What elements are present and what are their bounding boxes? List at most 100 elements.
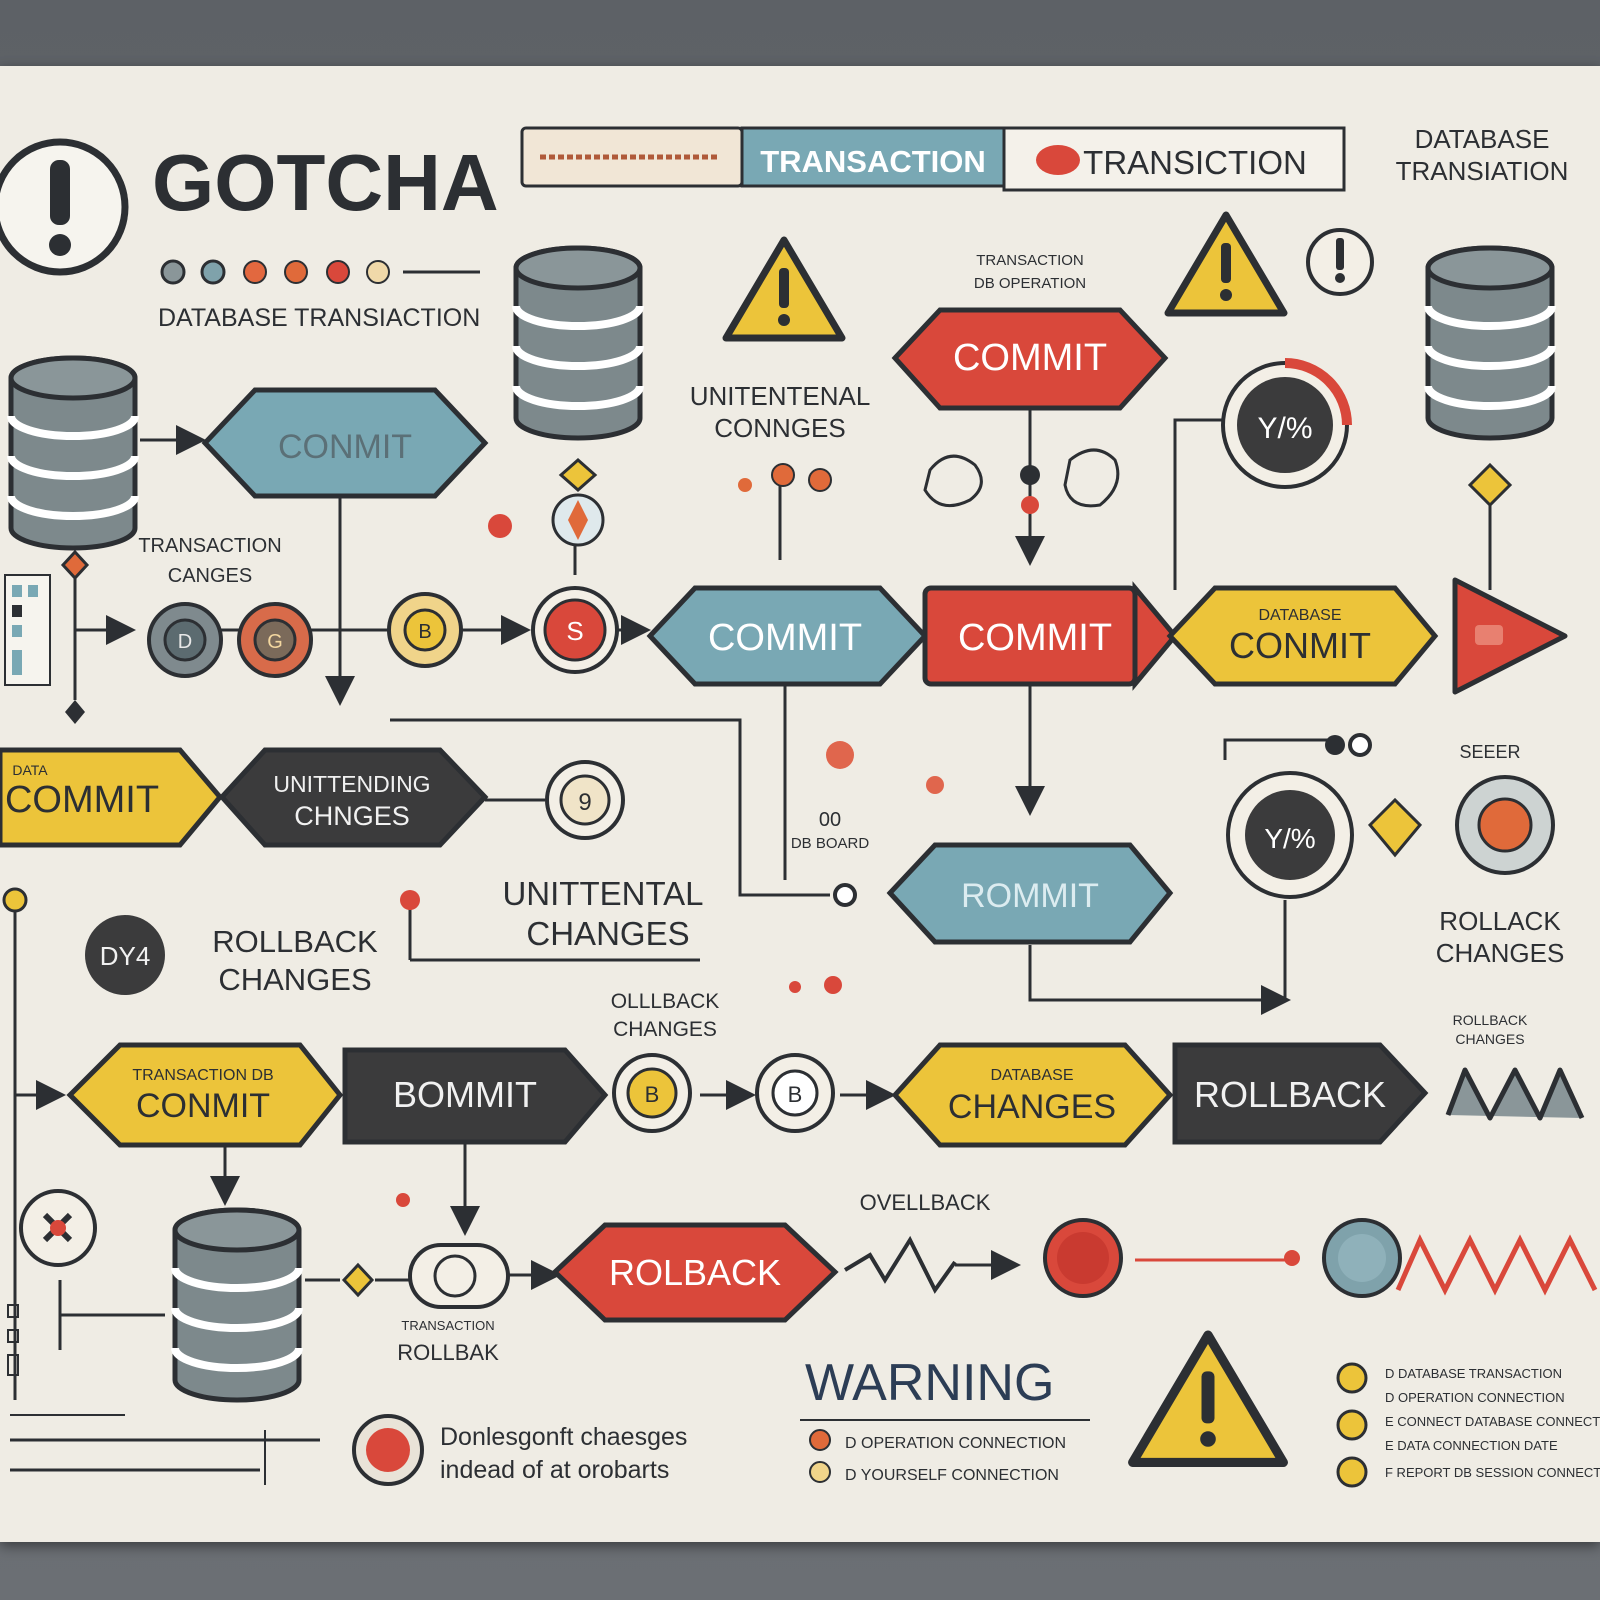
red-button[interactable]: [1043, 1218, 1123, 1298]
subtitle: DATABASE TRANSIACTION: [158, 304, 480, 332]
unintentional-label: CHANGES: [526, 915, 689, 952]
rollback-label: ROLLACK: [1439, 906, 1561, 936]
node-label: 9: [578, 789, 591, 816]
diamond-icon: [60, 549, 90, 724]
commit-label: COMMIT: [708, 617, 862, 659]
node-circle[interactable]: [612, 1053, 692, 1133]
node-label: B: [645, 1082, 660, 1107]
node-circle[interactable]: [237, 602, 313, 678]
node-circle[interactable]: [545, 760, 625, 840]
rollback-label: CHANGES: [1436, 938, 1565, 968]
legend-item: E CONNECT DATABASE CONNECTION: [1385, 1414, 1600, 1429]
zigzag-icon: [1395, 1234, 1598, 1296]
commit-label: COMMIT: [958, 617, 1112, 659]
unintending-label: UNITTENDING: [273, 771, 430, 797]
node-label: S: [566, 616, 583, 646]
page-title: GOTCHA: [152, 138, 499, 227]
dy-badge: [85, 915, 165, 995]
hand-sketch-icon: [923, 448, 1120, 508]
red-dot: [1284, 1250, 1300, 1266]
commit-label: COMMIT: [953, 337, 1107, 379]
header-tabs: [520, 126, 1346, 192]
changes-tag-yellow[interactable]: [891, 1042, 1174, 1148]
timer-gauge[interactable]: [1226, 771, 1354, 899]
commit-label: CONMIT: [1229, 625, 1371, 666]
wave-icon: [843, 1235, 957, 1294]
commit-tag-red[interactable]: [922, 581, 1179, 691]
rollback-tag-dark[interactable]: [1172, 1042, 1429, 1145]
arrow-marker-icon: [1467, 462, 1513, 508]
changes-label: CHANGES: [948, 1088, 1116, 1126]
unintentional-label: UNITENTENAL: [690, 381, 871, 411]
node-circle[interactable]: [755, 1053, 835, 1133]
warning-triangle-icon: [1168, 215, 1284, 313]
database-icon: [11, 358, 135, 548]
commit-label: COMMIT: [5, 779, 159, 821]
database-icon: [1428, 248, 1552, 438]
diamond-icon: [341, 1262, 375, 1298]
blue-button[interactable]: [1322, 1218, 1402, 1298]
note-text: Donlesgonft chaesges: [440, 1423, 687, 1451]
rollbak-label: ROLLBAK: [397, 1340, 499, 1365]
percent-readout: Y/%: [1257, 412, 1312, 445]
commit-tag-yellow-bottom[interactable]: [66, 1042, 344, 1148]
commit-tag-top-left[interactable]: [201, 387, 489, 499]
rollback-label: ROLLBACK: [1194, 1074, 1386, 1115]
unintending-tag[interactable]: [218, 747, 489, 848]
timer-gauge[interactable]: [1221, 358, 1352, 489]
annotation: ROLLBACK: [1453, 1012, 1528, 1028]
bullet-icon: [809, 1429, 831, 1451]
annotation: TRANSACTION: [138, 535, 281, 557]
warning-heading: WARNING: [805, 1354, 1054, 1412]
node-circle[interactable]: [147, 602, 223, 678]
commit-label: CONMIT: [136, 1087, 270, 1125]
database-icon: [516, 248, 640, 438]
percent-readout: Y/%: [1264, 823, 1315, 854]
pill-node[interactable]: [408, 1243, 510, 1309]
stop-icon: [352, 1414, 424, 1486]
progress-dots: [160, 259, 480, 285]
romit-label: ROMMIT: [961, 877, 1099, 915]
unintending-label: CHNGES: [294, 801, 410, 831]
changes-sublabel: DATABASE: [991, 1067, 1074, 1084]
annotation: TRANSACTION: [401, 1318, 494, 1333]
tab-2[interactable]: TRANSACTION: [760, 144, 986, 179]
node-label: G: [267, 631, 283, 653]
dy-badge-label: DY4: [100, 941, 151, 971]
commit-tag-top-center[interactable]: [891, 307, 1169, 411]
clock-icon: [19, 1189, 97, 1267]
warning-badge: [0, 138, 129, 276]
warning-item: D OPERATION CONNECTION: [845, 1435, 1066, 1452]
commit-tag-yellow[interactable]: [1166, 585, 1439, 687]
play-triangle-icon[interactable]: [1452, 577, 1568, 695]
rollback-label: ROLBACK: [609, 1252, 781, 1293]
node-circle[interactable]: [531, 586, 619, 674]
rollback-label: CHANGES: [218, 962, 371, 997]
annotation: CHANGES: [1455, 1031, 1524, 1047]
tab-3[interactable]: TRANSICTION: [1083, 144, 1307, 181]
commit-sublabel: TRANSACTION DB: [132, 1067, 273, 1084]
node-circle[interactable]: [1455, 775, 1555, 875]
legend-item: F REPORT DB SESSION CONNECTION: [1385, 1465, 1600, 1480]
annotation: DB OPERATION: [974, 275, 1086, 292]
commit-label: CONMIT: [278, 428, 412, 466]
annotation: CHANGES: [613, 1018, 717, 1041]
database-icon: [175, 1210, 299, 1400]
annotation: 00: [819, 809, 841, 831]
romit-tag[interactable]: [833, 842, 1174, 945]
rollback-label: ROLLBACK: [212, 924, 378, 959]
bullet-icon: [1336, 1409, 1368, 1441]
commit-tag-yellow-left[interactable]: [0, 747, 224, 848]
rollback-tag-red[interactable]: [551, 1222, 839, 1323]
arrow-marker-icon: [1367, 797, 1423, 858]
unintentional-label: UNITTENTAL: [502, 875, 703, 912]
bommit-tag[interactable]: [342, 1047, 609, 1145]
commit-sublabel: DATA: [12, 762, 48, 778]
node-circle[interactable]: [387, 592, 463, 668]
warning-item: D YOURSELF CONNECTION: [845, 1467, 1059, 1484]
note-text: indead of at orobarts: [440, 1456, 669, 1484]
node-label: D: [178, 631, 192, 653]
bommit-label: BOMMIT: [393, 1074, 537, 1115]
node-label: B: [788, 1082, 803, 1107]
